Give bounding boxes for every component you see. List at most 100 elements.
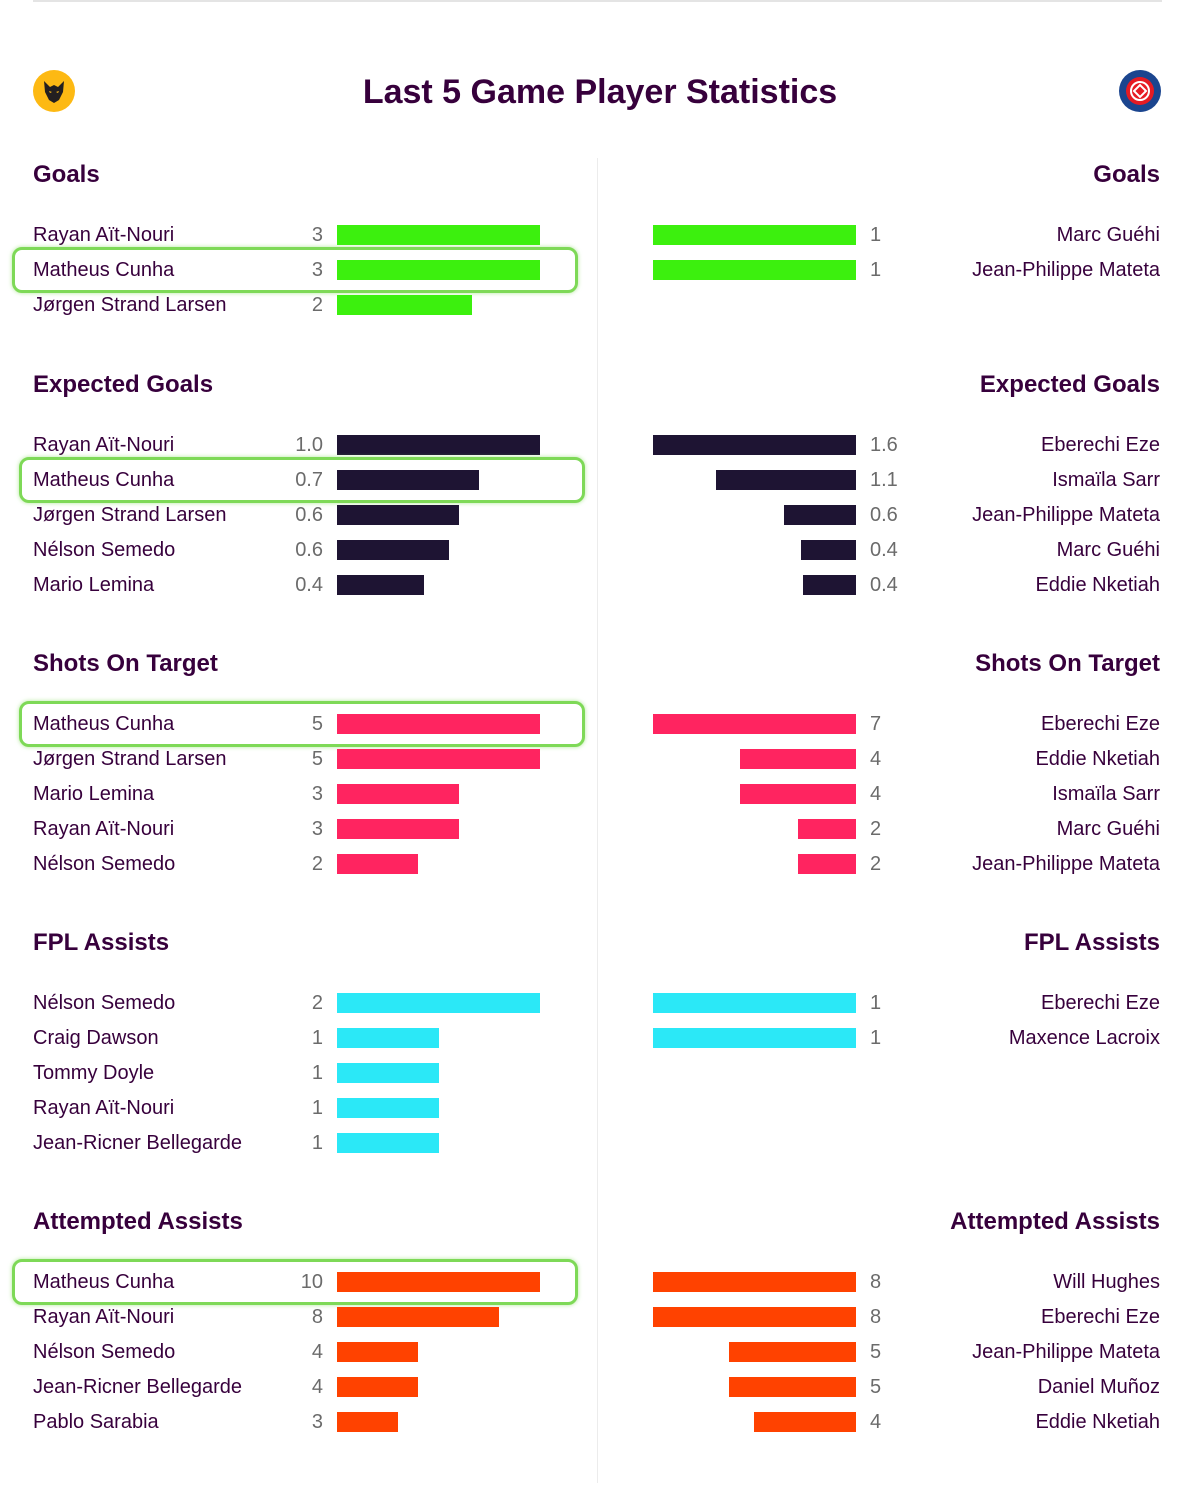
player-name: Eddie Nketiah (1035, 1411, 1160, 1433)
stat-bar (729, 1377, 856, 1397)
player-name: Daniel Muñoz (1037, 1376, 1160, 1398)
stat-value: 3 (311, 224, 323, 246)
highlight-box (12, 1259, 578, 1305)
player-name: Rayan Aït-Nouri (33, 434, 175, 456)
stat-value: 4 (870, 1411, 882, 1433)
section-title-right: Expected Goals (979, 371, 1160, 398)
player-name: Pablo Sarabia (33, 1411, 159, 1433)
stat-bar (653, 1307, 856, 1327)
section-title-right: Shots On Target (975, 650, 1160, 677)
player-name: Eberechi Eze (1041, 713, 1160, 735)
wolves-crest-icon (33, 70, 75, 112)
stat-value: 10 (300, 1271, 323, 1293)
player-name: Nélson Semedo (33, 539, 176, 561)
center-divider (597, 158, 598, 1483)
player-name: Ismaïla Sarr (1052, 469, 1160, 491)
stat-value: 8 (870, 1271, 882, 1293)
player-name: Marc Guéhi (1056, 224, 1160, 246)
player-name: Jørgen Strand Larsen (33, 294, 227, 316)
player-name: Eberechi Eze (1041, 1306, 1160, 1328)
stat-bar (337, 1063, 439, 1083)
stat-value: 3 (311, 1411, 323, 1433)
section-title-right: FPL Assists (1023, 929, 1160, 956)
stat-bar (653, 1028, 856, 1048)
highlight-box (19, 701, 585, 747)
stat-value: 1 (870, 224, 882, 246)
stat-bar (337, 749, 540, 769)
highlight-box (19, 457, 585, 503)
player-name: Jean-Ricner Bellegarde (33, 1132, 243, 1154)
player-name: Matheus Cunha (33, 1271, 175, 1293)
stat-bar (740, 749, 856, 769)
stat-bar (653, 714, 856, 734)
stat-bar (803, 575, 856, 595)
stat-value: 5 (870, 1376, 882, 1398)
section-title-left: FPL Assists (33, 929, 170, 956)
stat-value: 4 (870, 748, 882, 770)
stat-bar (653, 225, 856, 245)
section-title-right: Attempted Assists (950, 1208, 1160, 1235)
stat-bar (337, 225, 540, 245)
stat-bar (798, 854, 856, 874)
stat-value: 0.7 (295, 469, 323, 491)
section-title-left: Shots On Target (33, 650, 218, 677)
stat-value: 1 (311, 1062, 323, 1084)
player-name: Jean-Philippe Mateta (972, 504, 1160, 526)
player-name: Jean-Philippe Mateta (972, 259, 1160, 281)
stat-value: 8 (870, 1306, 882, 1328)
stat-value: 3 (311, 783, 323, 805)
player-name: Ismaïla Sarr (1052, 783, 1160, 805)
stat-value: 1 (311, 1097, 323, 1119)
stat-bar (337, 1377, 418, 1397)
stat-bar (337, 714, 540, 734)
stat-value: 0.4 (295, 574, 323, 596)
player-name: Eddie Nketiah (1035, 748, 1160, 770)
stat-value: 5 (870, 1341, 882, 1363)
stat-bar (337, 854, 418, 874)
player-name: Matheus Cunha (33, 713, 175, 735)
stat-bar (337, 1133, 439, 1153)
stat-bar (740, 784, 856, 804)
stat-bar (337, 1272, 540, 1292)
stat-value: 4 (311, 1376, 323, 1398)
stat-bar (337, 1342, 418, 1362)
player-name: Eberechi Eze (1041, 992, 1160, 1014)
stat-value: 0.4 (870, 574, 898, 596)
stat-bar (337, 993, 540, 1013)
stat-bar (337, 1028, 439, 1048)
stat-value: 1.1 (870, 469, 898, 491)
stat-value: 1.6 (870, 434, 898, 456)
stat-value: 2 (311, 294, 323, 316)
stat-bar (337, 470, 479, 490)
stat-bar (798, 819, 856, 839)
player-name: Jean-Philippe Mateta (972, 1341, 1160, 1363)
player-name: Nélson Semedo (33, 1341, 176, 1363)
stat-value: 8 (311, 1306, 323, 1328)
player-name: Eddie Nketiah (1035, 574, 1160, 596)
section-title-left: Attempted Assists (33, 1208, 243, 1235)
stat-value: 4 (311, 1341, 323, 1363)
stat-bar (337, 1307, 499, 1327)
stat-bar (337, 575, 424, 595)
crystal-palace-crest-icon (1119, 70, 1161, 112)
stat-value: 1 (870, 992, 882, 1014)
stat-value: 0.6 (295, 539, 323, 561)
player-name: Rayan Aït-Nouri (33, 1097, 175, 1119)
stat-bar (337, 295, 472, 315)
player-name: Jørgen Strand Larsen (33, 504, 227, 526)
player-name: Marc Guéhi (1056, 539, 1160, 561)
player-name: Mario Lemina (33, 783, 155, 805)
player-name: Jørgen Strand Larsen (33, 748, 227, 770)
stat-value: 2 (870, 853, 882, 875)
stat-bar (729, 1342, 856, 1362)
stat-bar (653, 1272, 856, 1292)
player-name: Eberechi Eze (1041, 434, 1160, 456)
stat-value: 2 (870, 818, 882, 840)
player-name: Maxence Lacroix (1008, 1027, 1160, 1049)
stat-bar (337, 784, 459, 804)
highlight-box (12, 247, 578, 293)
stat-bar (653, 993, 856, 1013)
stat-bar (337, 540, 449, 560)
stat-value: 1 (311, 1027, 323, 1049)
player-name: Matheus Cunha (33, 259, 175, 281)
